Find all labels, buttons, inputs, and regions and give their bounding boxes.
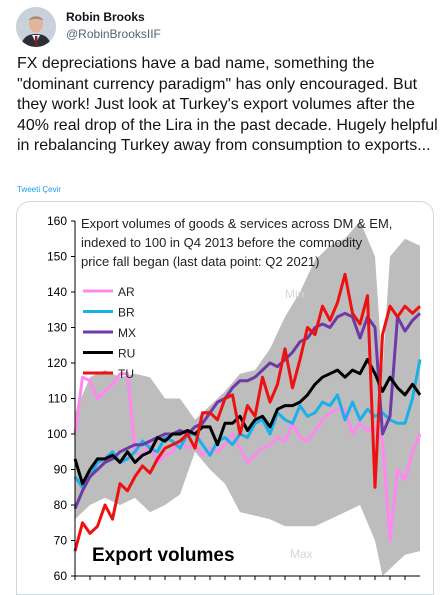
legend-label-ru: RU (118, 347, 135, 361)
legend-label-mx: MX (118, 326, 136, 340)
author-handle[interactable]: @RobinBrooksIIF (66, 27, 161, 41)
band-label-max: Max (290, 547, 313, 561)
y-tick-label: 90 (54, 463, 68, 477)
y-tick-label: 60 (54, 569, 68, 583)
y-tick-label: 80 (54, 498, 68, 512)
translate-tweet-link[interactable]: Tweeti Çevir (17, 185, 62, 194)
y-tick-label: 120 (47, 356, 67, 370)
avatar-portrait (16, 7, 56, 47)
tweet-media-chart[interactable]: 60 70 80 90 100 110 120 130 140 150 160 Export vol… (16, 201, 434, 595)
series-line-br (73, 359, 422, 489)
series-line-ru (73, 358, 422, 486)
series-line-tu (73, 272, 422, 552)
avatar[interactable] (16, 7, 56, 47)
y-tick-label: 100 (47, 427, 67, 441)
min-max-band (75, 221, 420, 576)
chart-inset-label: Export volumes (92, 545, 235, 566)
chart-title-line-2: indexed to 100 in Q4 2013 before the com… (81, 235, 363, 250)
series-line-ar (73, 372, 422, 542)
chart-title-line-1: Export volumes of goods & services acros… (81, 216, 392, 231)
legend-label-ar: AR (118, 285, 135, 299)
y-tick-label: 160 (47, 214, 67, 228)
author-name[interactable]: Robin Brooks (66, 10, 145, 24)
y-tick-label: 110 (48, 392, 67, 406)
chart-title-line-3: price fall began (last data point: Q2 20… (81, 254, 319, 269)
y-tick-label: 70 (54, 534, 68, 548)
y-tick-label: 140 (47, 285, 67, 299)
series-line-mx (73, 311, 422, 510)
band-label-min: Min (285, 287, 304, 301)
y-tick-label: 130 (47, 321, 67, 335)
export-volumes-chart: 60 70 80 90 100 110 120 130 140 150 160 Export vol… (47, 214, 422, 583)
legend-label-br: BR (118, 306, 135, 320)
legend-label-tu: TU (118, 367, 134, 381)
y-tick-label: 150 (47, 250, 67, 264)
tweet-text: FX depreciations have a bad name, someth… (17, 55, 438, 154)
chart-legend: AR BR MX RU TU (83, 285, 136, 381)
